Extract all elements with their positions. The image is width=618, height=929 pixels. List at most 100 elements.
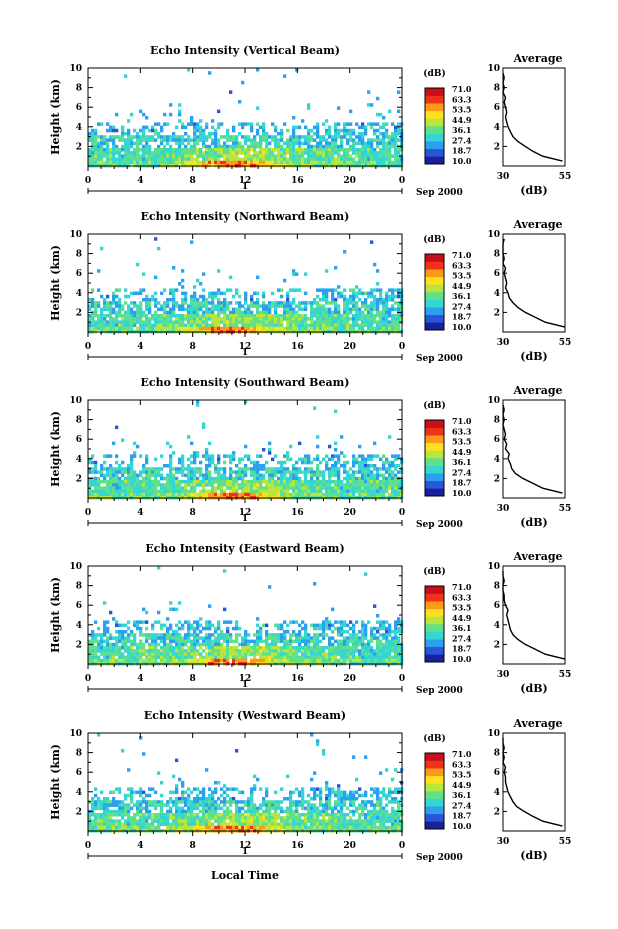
heatmap-cell [340,148,344,152]
heatmap-cell [319,623,323,628]
heatmap-cell [322,655,326,660]
average-x-tick-label: 55 [559,670,572,680]
heatmap-cell [145,301,149,305]
heatmap-cell [127,307,131,312]
heatmap-cell [376,642,380,647]
heatmap-cell [373,122,377,126]
heatmap-cell [196,323,200,328]
heatmap-cell [193,320,197,324]
heatmap-cell [286,301,290,305]
heatmap-cell [265,633,269,637]
heatmap-cell [394,454,398,458]
heatmap-cell [340,154,344,158]
heatmap-cell [94,323,98,328]
heatmap-cell [364,649,368,653]
heatmap-cell [169,470,173,474]
heatmap-cell [154,642,158,647]
heatmap-cell [169,454,173,458]
heatmap-cell [133,639,137,644]
heatmap-cell [115,642,119,647]
heatmap-cell [385,642,389,647]
heatmap-cell [289,320,293,324]
heatmap-cell [181,125,185,130]
heatmap-cell [367,486,371,490]
heatmap-cell [121,652,125,656]
heatmap-cell [361,649,365,653]
heatmap-cell [127,148,131,152]
heatmap-cell [352,476,356,481]
heatmap-cell [316,294,320,299]
heatmap-cell [364,642,368,647]
y-axis-label: Height (km) [49,245,62,321]
heatmap-cell [214,480,218,484]
heatmap-cell [109,323,113,328]
heatmap-cell [169,646,173,650]
heatmap-cell [334,483,338,487]
heatmap-cell [331,646,335,650]
heatmap-cell [262,658,266,663]
heatmap-cell [103,454,107,458]
heatmap-cell [397,122,401,126]
heatmap-cell [148,473,152,478]
heatmap-cell [121,658,125,663]
x-tick-label: 4 [137,674,143,684]
heatmap-cell [382,626,386,631]
heatmap-cell [337,652,341,656]
heatmap-cell [166,473,170,478]
heatmap-cell [331,642,335,647]
heatmap-cell [382,157,386,162]
heatmap-cell [142,476,146,481]
heatmap-cell [340,492,344,497]
heatmap-cell [250,480,254,484]
heatmap-cell [361,304,365,308]
heatmap-cell [112,135,116,139]
heatmap-cell [214,630,218,634]
heatmap-cell [373,320,377,324]
heatmap-cell [196,125,200,130]
heatmap-cell [190,326,194,331]
heatmap-cell [202,128,206,133]
heatmap-cell [100,467,104,471]
heatmap-cell [133,473,137,478]
heatmap-cell [232,454,236,458]
heatmap-cell [355,483,359,487]
heatmap-cell [148,304,152,308]
heatmap-cell [133,620,137,624]
heatmap-cell [295,636,299,640]
heatmap-cell [268,483,272,487]
heatmap-cell [397,304,401,308]
heatmap-cell [157,144,161,149]
heatmap-cell [274,623,278,628]
heatmap-cell [262,122,266,126]
heatmap-cell [202,655,206,660]
heatmap-cell [304,141,308,146]
heatmap-cell [391,649,395,653]
heatmap-cell [235,620,239,624]
heatmap-cell [250,652,254,656]
heatmap-cell [178,460,182,465]
heatmap-cell [280,288,284,292]
heatmap-cell [142,310,146,315]
heatmap-cell [274,473,278,478]
heatmap-cell [376,476,380,481]
heatmap-cell [211,460,215,465]
heatmap-cell [139,138,143,142]
heatmap-cell [229,646,233,650]
heatmap-cell [352,486,356,490]
heatmap-cell [172,451,176,455]
heatmap-cell [241,323,245,328]
heatmap-cell [121,304,125,308]
heatmap-cell [94,649,98,653]
heatmap-cell [214,323,218,328]
heatmap-cell [346,122,350,126]
heatmap-cell [271,492,275,497]
heatmap-cell [250,492,254,497]
heatmap-cell [361,317,365,321]
heatmap-cell [247,135,251,139]
heatmap-cell [316,454,320,458]
heatmap-cell [127,317,131,321]
heatmap-cell [229,323,233,328]
heatmap-cell [232,451,236,455]
heatmap-cell [244,400,248,404]
heatmap-cell [181,307,185,312]
